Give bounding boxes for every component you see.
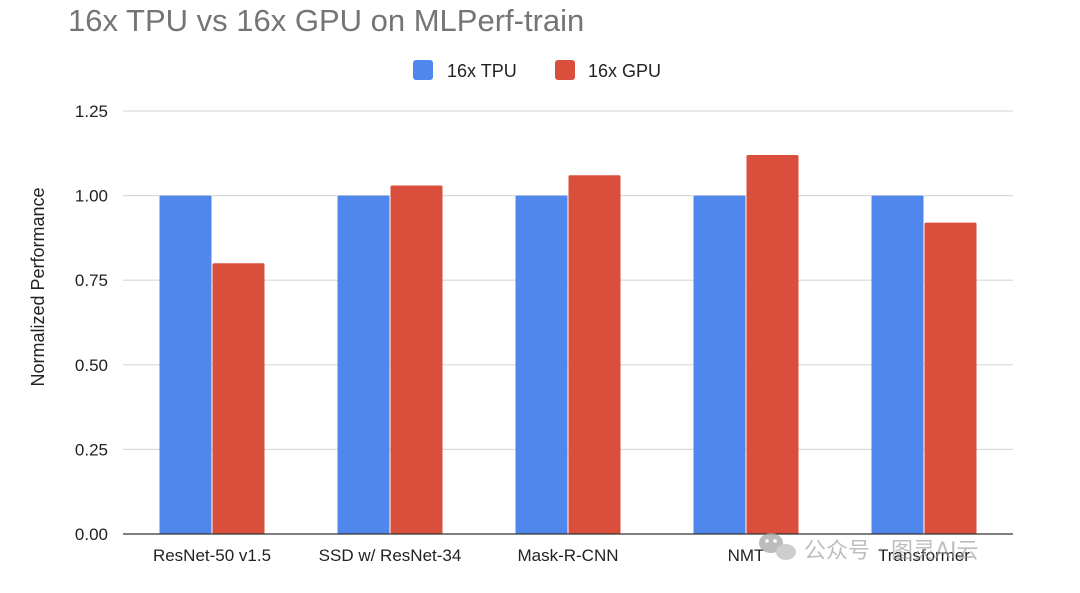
legend-label: 16x TPU (447, 61, 517, 81)
watermark-text: 公众号 · 图灵AI云 (804, 539, 979, 564)
y-axis-title: Normalized Performance (28, 187, 48, 386)
x-tick-label: Transformer (878, 546, 970, 565)
x-axis-labels: ResNet-50 v1.5 SSD w/ ResNet-34 Mask-R-CNN… (153, 546, 970, 565)
bar-tpu (871, 195, 924, 534)
bar-gpu (212, 263, 265, 534)
legend-swatch (413, 60, 433, 80)
watermark: 公众号 · 图灵AI云 (759, 533, 979, 564)
x-tick-label: ResNet-50 v1.5 (153, 546, 271, 565)
y-tick-label: 0.00 (75, 525, 108, 544)
bar-gpu (924, 222, 977, 534)
wechat-icon (759, 533, 796, 560)
chart-title: 16x TPU vs 16x GPU on MLPerf-train (68, 3, 584, 38)
y-tick-label: 1.00 (75, 187, 108, 206)
bar-tpu (337, 195, 390, 534)
x-tick-label: SSD w/ ResNet-34 (319, 546, 462, 565)
y-tick-label: 0.25 (75, 440, 108, 459)
bar-tpu (159, 195, 212, 534)
x-tick-label: NMT (728, 546, 765, 565)
y-axis-ticks: 0.00 0.25 0.50 0.75 1.00 1.25 (75, 102, 108, 544)
gridlines (123, 110, 1013, 450)
bar-tpu (515, 195, 568, 534)
bar-gpu (568, 175, 621, 534)
legend-label: 16x GPU (588, 61, 661, 81)
bar-gpu (390, 185, 443, 534)
bar-gpu (746, 154, 799, 534)
bar-tpu (693, 195, 746, 534)
legend: 16x TPU 16x GPU (413, 60, 661, 81)
y-tick-label: 1.25 (75, 102, 108, 121)
bars (159, 154, 977, 534)
y-tick-label: 0.50 (75, 356, 108, 375)
y-tick-label: 0.75 (75, 271, 108, 290)
legend-swatch (555, 60, 575, 80)
x-tick-label: Mask-R-CNN (517, 546, 618, 565)
